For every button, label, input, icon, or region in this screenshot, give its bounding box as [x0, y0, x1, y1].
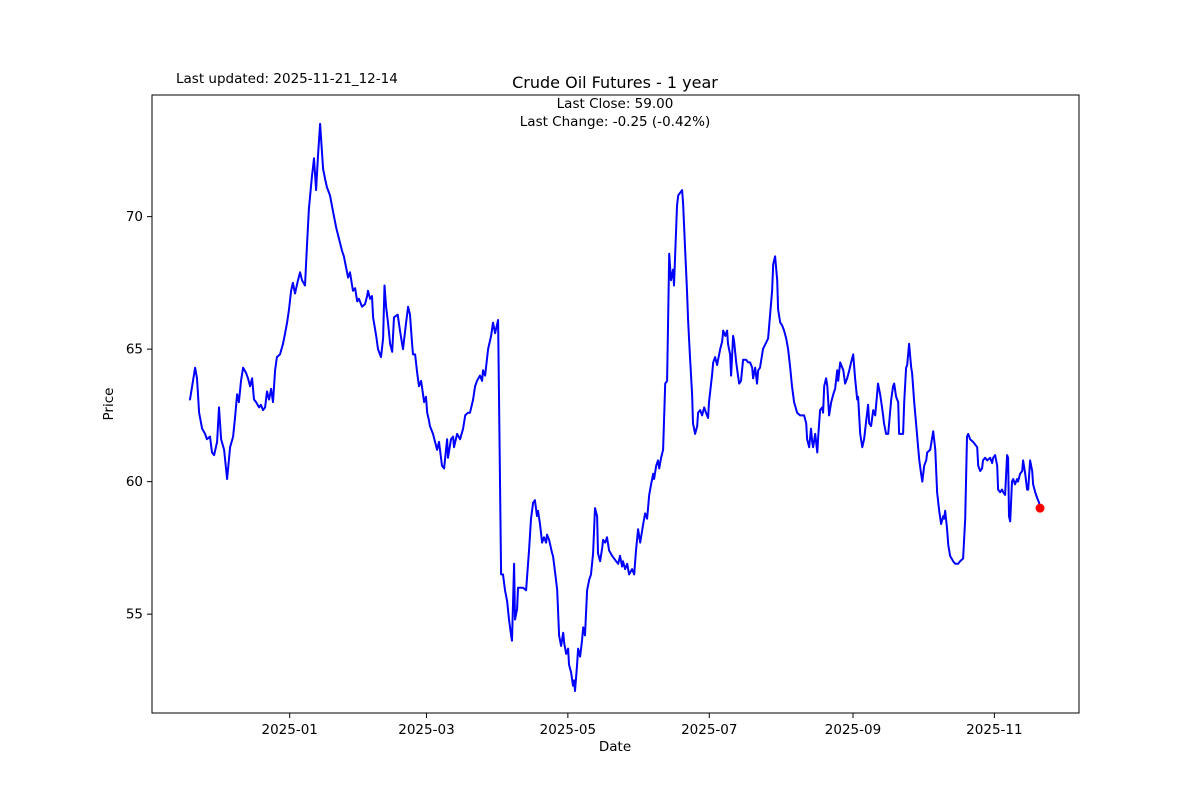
last-close-marker	[1035, 503, 1045, 513]
chart-title: Crude Oil Futures - 1 year	[512, 73, 718, 92]
price-line	[189, 122, 1042, 692]
x-tick-label: 2025-05	[540, 722, 596, 738]
last-close-label: Last Close: 59.00	[556, 96, 674, 112]
y-tick-label: 60	[126, 474, 143, 490]
y-tick-label: 70	[126, 209, 143, 225]
x-tick-label: 2025-07	[681, 722, 737, 738]
axes-frame	[151, 94, 1080, 714]
last-change-label: Last Change: -0.25 (-0.42%)	[519, 114, 711, 130]
y-tick-label: 65	[126, 342, 143, 358]
x-tick-label: 2025-01	[261, 722, 317, 738]
y-tick-label: 55	[126, 607, 143, 623]
last-updated-annotation: Last updated: 2025-11-21_12-14	[176, 71, 398, 87]
x-tick-label: 2025-09	[825, 722, 881, 738]
x-tick-label: 2025-11	[966, 722, 1022, 738]
x-tick-label: 2025-03	[398, 722, 454, 738]
x-axis-label: Date	[598, 739, 632, 755]
